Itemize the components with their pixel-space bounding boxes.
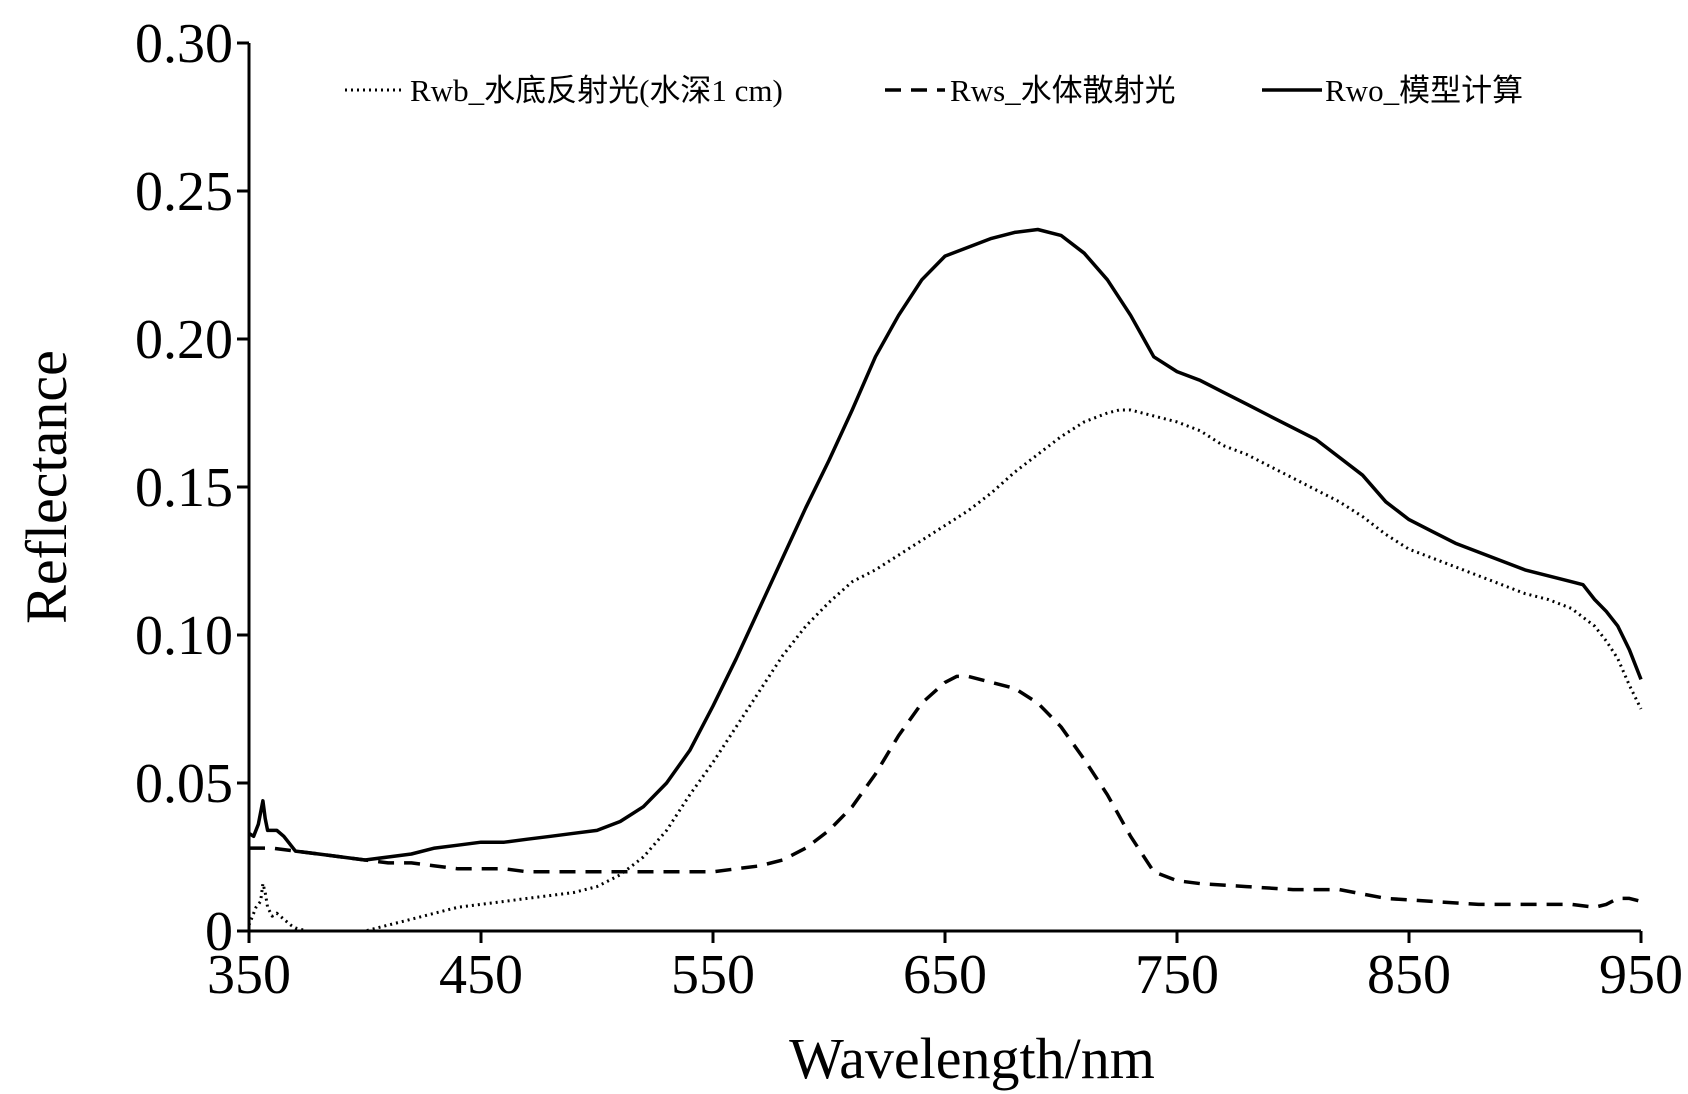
x-tick-label: 350 — [207, 944, 291, 1006]
x-tick-label: 650 — [903, 944, 987, 1006]
x-tick-label: 750 — [1135, 944, 1219, 1006]
x-tick-label: 850 — [1367, 944, 1451, 1006]
legend-label-rwb: Rwb_水底反射光(水深1 cm) — [410, 73, 783, 108]
x-tick-label: 450 — [439, 944, 523, 1006]
x-tick-label: 550 — [671, 944, 755, 1006]
series-line-rws — [249, 674, 1642, 910]
legend: Rwb_水底反射光(水深1 cm) Rws_水体散射光 Rwo_模型计算 — [345, 73, 1523, 108]
y-axis-title: Reflectance — [14, 350, 79, 624]
legend-label-rws: Rws_水体散射光 — [950, 73, 1176, 108]
y-tick-label: 0 — [205, 901, 233, 963]
series-line-rwo — [248, 227, 1643, 862]
y-tick-label: 0.10 — [135, 605, 233, 667]
y-tick-label: 0.15 — [135, 457, 233, 519]
series-lines — [247, 227, 1643, 933]
y-tick-label: 0.20 — [135, 309, 233, 371]
y-tick-label: 0.25 — [135, 161, 233, 223]
y-tick-label: 0.05 — [135, 753, 233, 815]
axes — [247, 43, 1641, 933]
x-axis-title: Wavelength/nm — [789, 1026, 1155, 1091]
legend-label-rwo: Rwo_模型计算 — [1325, 73, 1523, 108]
y-tick-label: 0.30 — [135, 13, 233, 75]
ticks: 350 450 550 650 750 850 950 0 0.05 0.10 0.15 0.20 0.… — [135, 13, 1683, 1006]
series-line-rwb — [247, 408, 1643, 933]
x-tick-label: 950 — [1599, 944, 1683, 1006]
